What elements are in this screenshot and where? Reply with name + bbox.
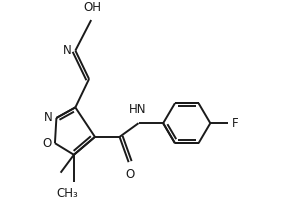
Text: F: F: [231, 117, 238, 130]
Text: O: O: [42, 137, 51, 150]
Text: OH: OH: [83, 1, 101, 14]
Text: N: N: [62, 44, 71, 57]
Text: HN: HN: [129, 103, 146, 117]
Text: CH₃: CH₃: [56, 187, 78, 200]
Text: O: O: [125, 168, 134, 182]
Text: N: N: [44, 111, 53, 124]
